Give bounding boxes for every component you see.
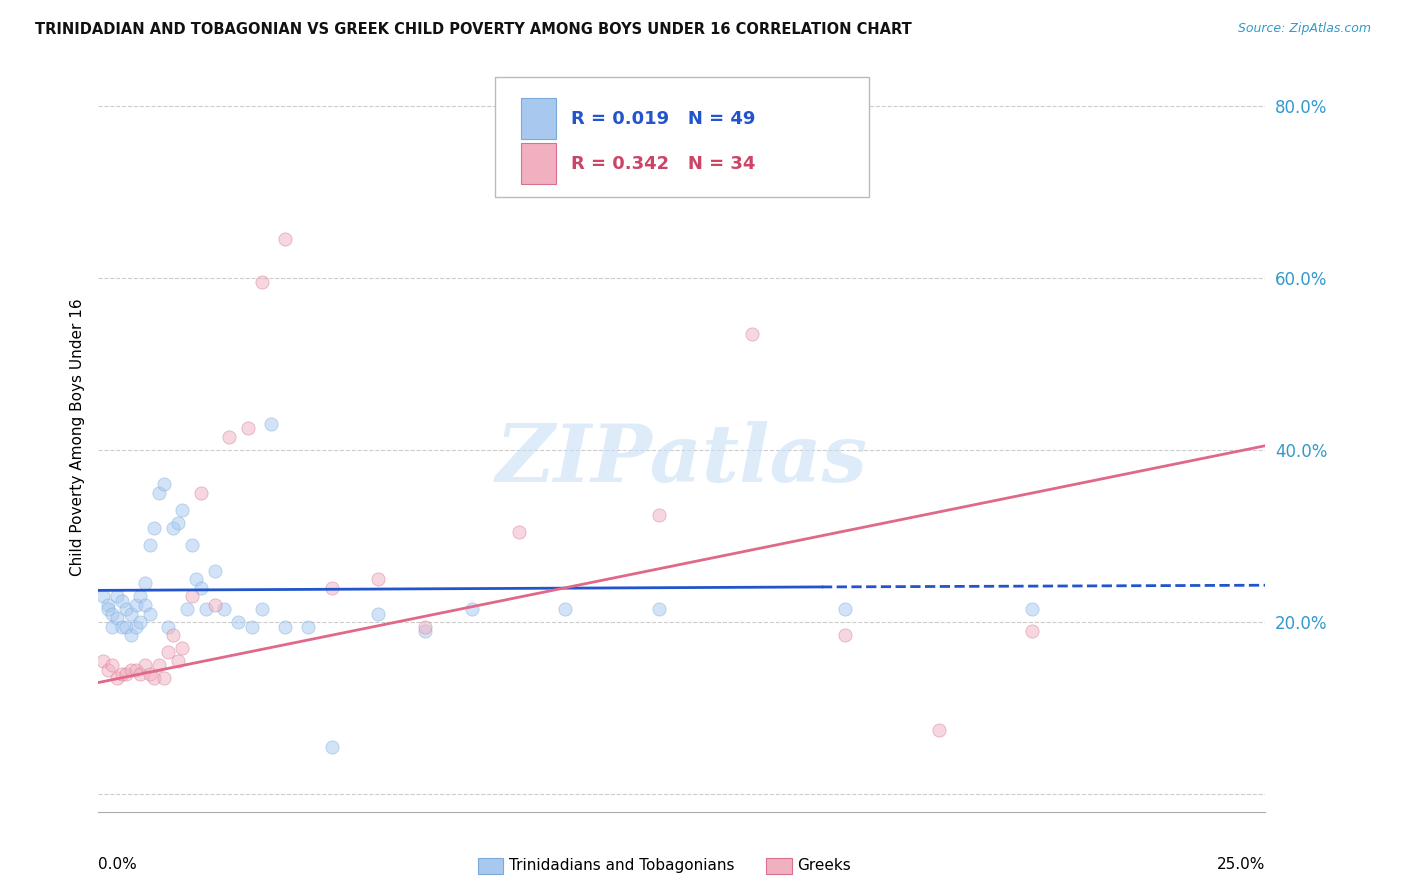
Point: [928, 723, 950, 737]
Point: [166, 516, 188, 531]
Text: Source: ZipAtlas.com: Source: ZipAtlas.com: [1237, 22, 1371, 36]
Point: [101, 607, 124, 621]
Point: [194, 602, 217, 616]
Text: TRINIDADIAN AND TOBAGONIAN VS GREEK CHILD POVERTY AMONG BOYS UNDER 16 CORRELATIO: TRINIDADIAN AND TOBAGONIAN VS GREEK CHIL…: [35, 22, 912, 37]
Point: [97, 602, 120, 616]
Point: [91, 654, 114, 668]
Point: [134, 598, 156, 612]
Point: [111, 619, 134, 633]
Point: [115, 619, 138, 633]
Point: [1021, 624, 1043, 638]
Point: [115, 602, 138, 616]
Point: [250, 275, 273, 289]
Point: [741, 326, 763, 341]
Point: [152, 477, 174, 491]
Point: [647, 508, 669, 522]
Point: [157, 645, 180, 659]
Point: [148, 658, 170, 673]
Point: [214, 602, 236, 616]
Point: [134, 658, 156, 673]
Point: [834, 628, 856, 642]
Point: [97, 598, 120, 612]
Bar: [520, 143, 555, 185]
Point: [148, 486, 170, 500]
Point: [97, 663, 120, 677]
Point: [242, 619, 264, 633]
Point: [176, 602, 198, 616]
Point: [367, 572, 389, 586]
Point: [129, 590, 152, 604]
Point: [129, 615, 152, 630]
Point: [204, 598, 226, 612]
Point: [152, 671, 174, 685]
Point: [186, 572, 208, 586]
Point: [143, 520, 166, 534]
Text: R = 0.019   N = 49: R = 0.019 N = 49: [571, 110, 755, 128]
Point: [508, 524, 530, 539]
FancyBboxPatch shape: [495, 78, 869, 197]
Point: [413, 619, 436, 633]
Y-axis label: Child Poverty Among Boys Under 16: Child Poverty Among Boys Under 16: [69, 298, 84, 576]
Point: [120, 628, 142, 642]
Point: [321, 581, 343, 595]
Point: [111, 593, 134, 607]
Point: [166, 654, 188, 668]
Point: [139, 538, 162, 552]
Point: [120, 607, 142, 621]
Text: ZIPatlas: ZIPatlas: [496, 421, 868, 499]
Point: [111, 667, 134, 681]
Point: [1021, 602, 1043, 616]
Point: [218, 430, 240, 444]
Point: [115, 667, 138, 681]
Point: [274, 619, 297, 633]
Point: [180, 590, 202, 604]
Point: [190, 486, 212, 500]
Point: [139, 667, 162, 681]
Point: [125, 598, 148, 612]
Point: [204, 564, 226, 578]
Point: [139, 607, 162, 621]
Point: [274, 232, 297, 246]
Text: Greeks: Greeks: [797, 858, 851, 872]
Point: [228, 615, 250, 630]
Point: [120, 663, 142, 677]
Point: [321, 740, 343, 755]
Point: [125, 663, 148, 677]
Point: [172, 641, 194, 656]
Point: [162, 628, 184, 642]
Point: [647, 602, 669, 616]
Point: [143, 671, 166, 685]
Point: [105, 671, 128, 685]
Point: [297, 619, 319, 633]
Point: [834, 602, 856, 616]
Point: [105, 611, 128, 625]
Point: [91, 590, 114, 604]
Point: [180, 538, 202, 552]
Point: [236, 421, 259, 435]
Point: [190, 581, 212, 595]
Text: 25.0%: 25.0%: [1218, 856, 1265, 871]
Point: [134, 576, 156, 591]
Text: R = 0.342   N = 34: R = 0.342 N = 34: [571, 154, 755, 172]
Point: [260, 417, 283, 432]
Point: [250, 602, 273, 616]
Point: [157, 619, 180, 633]
Text: 0.0%: 0.0%: [98, 856, 138, 871]
Point: [413, 624, 436, 638]
Point: [367, 607, 389, 621]
Point: [105, 590, 128, 604]
Point: [101, 619, 124, 633]
Point: [554, 602, 576, 616]
Point: [101, 658, 124, 673]
Point: [125, 619, 148, 633]
Point: [172, 503, 194, 517]
Point: [461, 602, 484, 616]
Text: Trinidadians and Tobagonians: Trinidadians and Tobagonians: [509, 858, 734, 872]
Point: [129, 667, 152, 681]
Point: [162, 520, 184, 534]
Bar: [520, 98, 555, 139]
